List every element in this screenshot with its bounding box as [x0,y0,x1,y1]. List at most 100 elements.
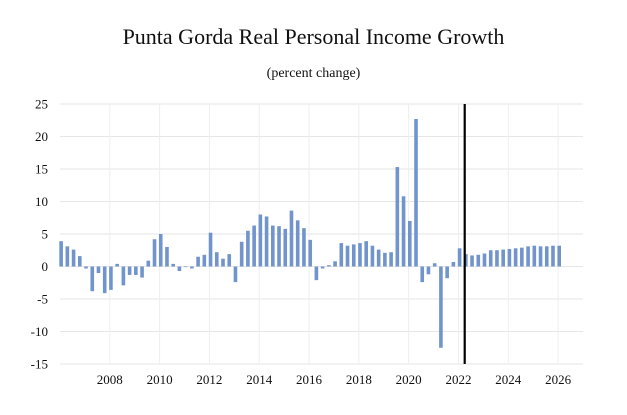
x-tick-label: 2022 [445,372,471,387]
bar [258,214,263,267]
x-tick-label: 2024 [495,372,522,387]
bar [339,243,344,267]
bar [233,266,238,283]
bar [358,243,362,267]
bar [221,258,225,267]
bar [158,234,163,267]
bar [190,266,194,269]
bar [252,225,256,267]
x-tick-label: 2014 [246,372,273,387]
bar [551,245,555,267]
bar [227,254,232,267]
bar [134,266,138,275]
bar [464,254,468,267]
bar [420,266,425,283]
bar [115,263,119,267]
bar [302,228,306,267]
bar [264,216,269,267]
y-tick-label: 0 [42,259,49,274]
bar [345,245,350,267]
bar [171,263,175,267]
bar [526,246,530,267]
bar [389,252,393,267]
bar [314,266,319,281]
bar [439,266,443,348]
bar [520,247,524,267]
bar [102,266,107,294]
x-tick-label: 2008 [97,372,123,387]
bar [376,249,381,267]
bar [214,252,219,267]
bar [177,266,182,272]
bar [513,248,518,267]
bar [283,228,288,267]
bar [495,250,499,267]
x-tick-label: 2010 [147,372,173,387]
bar [507,248,512,267]
y-tick-label: 10 [35,194,48,209]
bar [501,249,505,267]
bar [140,266,144,278]
bar [96,266,101,273]
bar [295,220,300,267]
bar [71,249,76,267]
bar [208,232,213,267]
x-tick-label: 2018 [346,372,372,387]
bar [320,266,325,269]
bar [370,245,375,267]
bar [183,266,188,268]
bar [333,261,337,267]
bar [451,261,456,267]
bar [289,210,294,267]
bar [401,196,406,267]
bar [532,245,537,267]
bar [109,266,113,290]
y-tick-label: 25 [35,97,48,112]
x-tick-label: 2020 [396,372,422,387]
bar [127,266,132,275]
bar [308,239,312,267]
bar [395,167,400,267]
bar [432,263,437,267]
bar [488,250,493,267]
bar [246,230,250,267]
y-tick-label: -15 [31,357,48,372]
y-tick-label: 20 [35,129,48,144]
bar [476,254,481,267]
y-tick-label: 5 [42,227,49,242]
bar [327,265,331,267]
bar [90,266,95,292]
bar [457,248,462,267]
bar [84,266,88,269]
bar [202,254,207,267]
bar [407,221,412,267]
chart-subtitle: (percent change) [266,66,361,81]
bar [482,253,487,267]
bar [426,266,431,275]
x-tick-label: 2012 [196,372,222,387]
y-tick-label: 15 [35,162,48,177]
axis-layer: 25 20 15 10 5 0 -5 -10 -15 2008 2010 2012 2014 2016 20… [31,97,572,388]
bar [271,225,275,267]
bar [544,246,549,267]
bar [277,226,281,267]
x-tick-label: 2016 [296,372,323,387]
bar [538,246,543,267]
bar [239,241,244,267]
bar [351,244,356,267]
bar [364,241,369,267]
bar [152,239,157,267]
bar [470,255,474,267]
bar [59,241,63,267]
bar [146,260,151,267]
y-tick-label: -10 [31,324,48,339]
bar [196,256,200,267]
x-tick-label: 2026 [545,372,572,387]
bar [557,245,562,267]
bar-layer [59,118,562,348]
bar [121,266,126,286]
grid-layer [60,103,583,365]
chart-title: Punta Gorda Real Personal Income Growth [122,24,505,49]
bar [165,247,169,267]
